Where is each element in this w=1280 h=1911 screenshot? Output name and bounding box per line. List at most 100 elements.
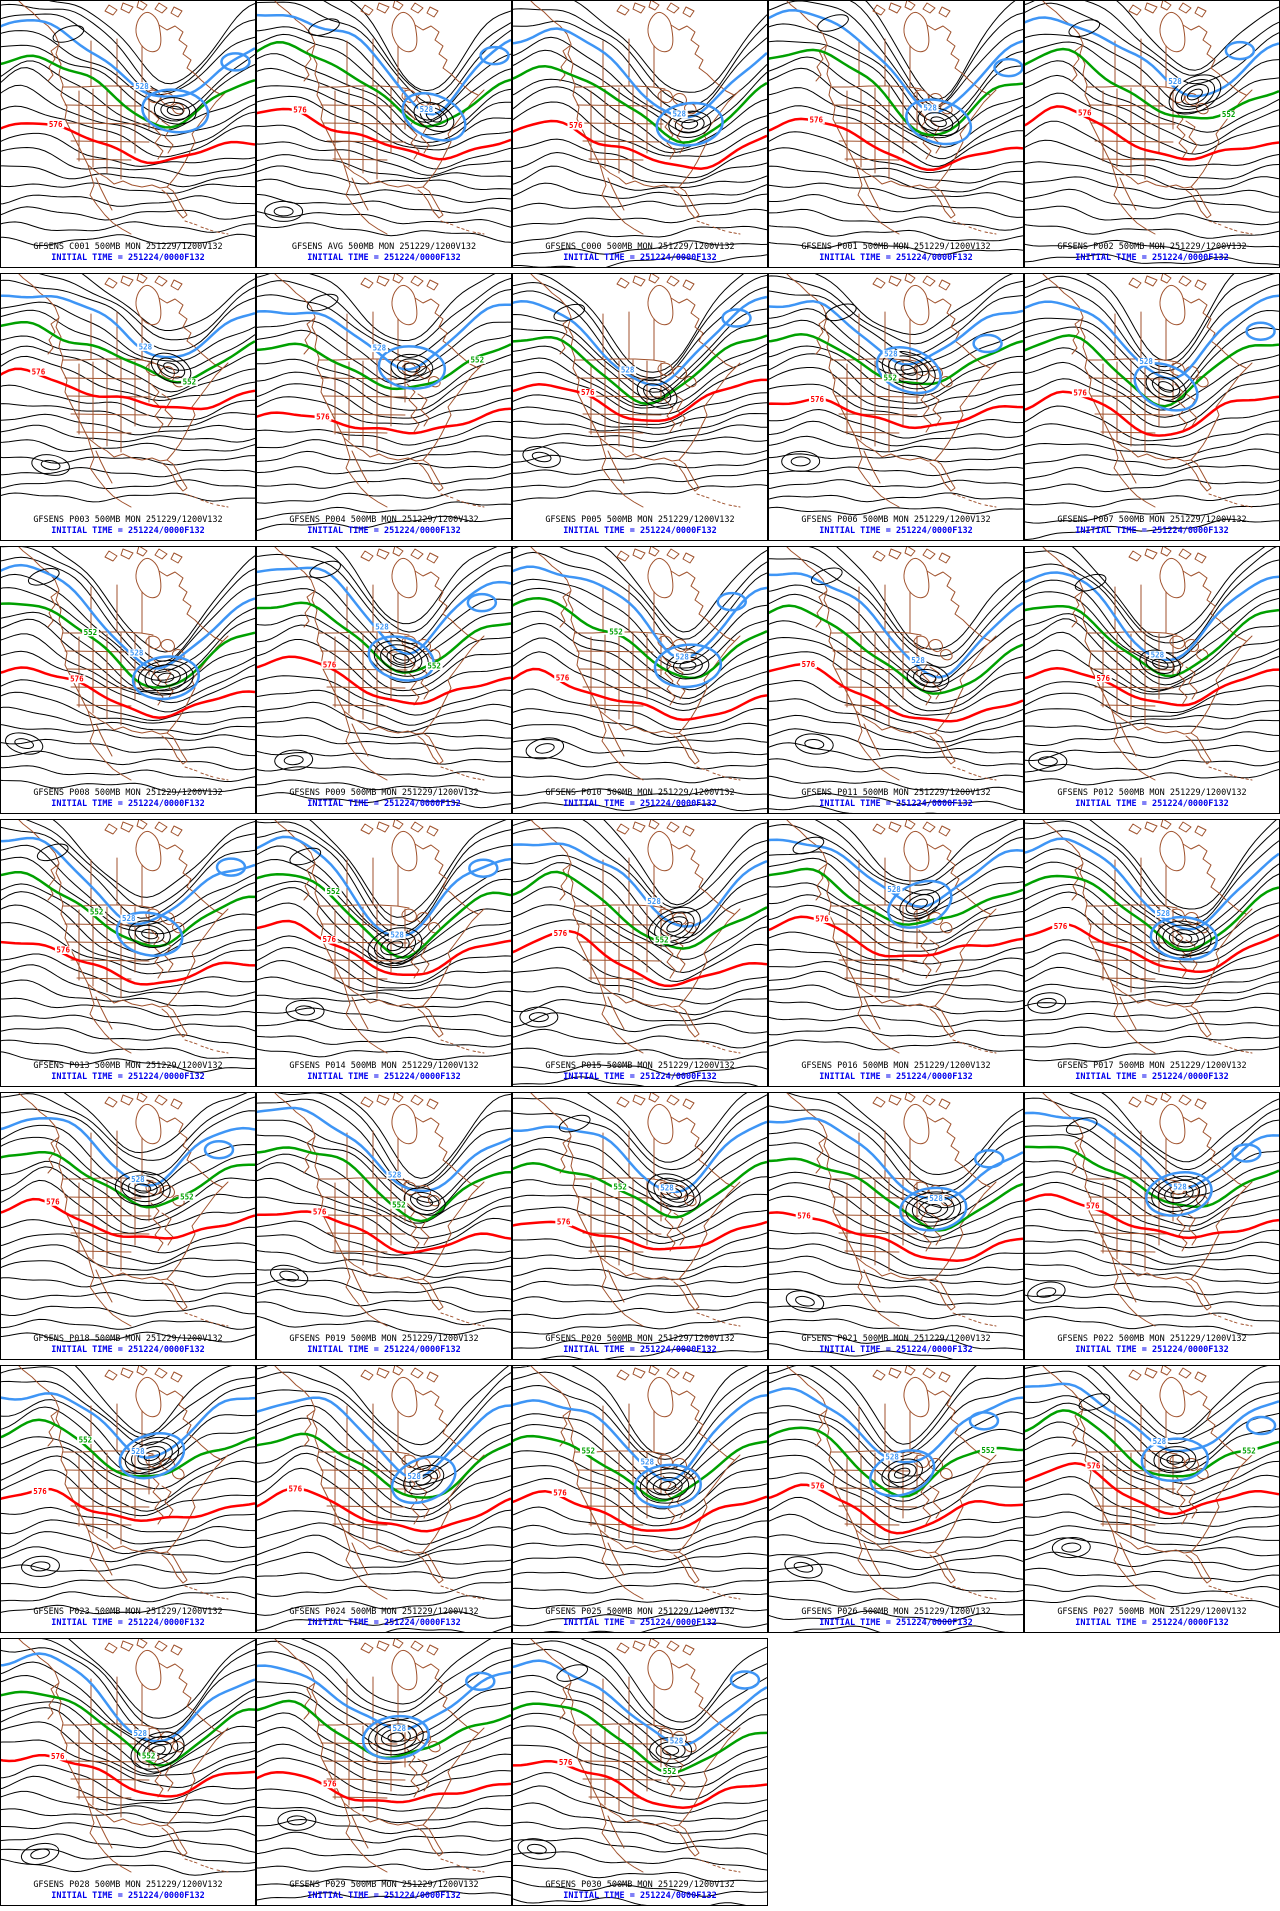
contour-label-552: 552 [471,355,485,364]
contour-map: 576 528 [769,1093,1023,1359]
panel-title: GFSENS C000 500MB MON 251229/1200V132 [545,242,735,252]
contour-map: 576 528 [513,1,767,267]
forecast-panel-frame: 576 528 552 GFSENS P018 500MB MON 251229/12… [0,1092,256,1360]
panel-title: GFSENS P025 500MB MON 251229/1200V132 [545,1607,735,1617]
geography-outline [270,1093,485,1327]
forecast-panel-frame: 576 528 552 GFSENS P014 500MB MON 251229/12… [256,819,512,1087]
contour-label-576: 576 [46,1197,60,1206]
panel-initial-time: INITIAL TIME = 251224/0000F132 [1075,1345,1229,1355]
contour-label-576: 576 [51,1752,65,1761]
panel-initial-time: INITIAL TIME = 251224/0000F132 [563,253,717,263]
contour-label-528: 528 [911,656,925,665]
contour-label-552: 552 [392,1200,406,1209]
contour-label-576: 576 [323,1780,337,1789]
contour-label-552: 552 [609,628,623,637]
contour-label-576: 576 [32,367,46,376]
forecast-panel-frame: 576 528 GFSENS P011 500MB MON 251229/1200V… [768,546,1024,814]
contour-map: 576 528 552 [769,1366,1023,1632]
forecast-panel-frame: 576 528 552 GFSENS P025 500MB MON 251229/12… [512,1365,768,1633]
contour-label-528: 528 [135,82,149,91]
contour-label-528: 528 [131,1447,145,1456]
contour-label-528: 528 [923,104,937,113]
forecast-panel-p021: 576 528 GFSENS P021 500MB MON 251229/1200V… [768,1092,1024,1365]
forecast-panel-p001: 576 528 GFSENS P001 500MB MON 251229/1200V… [768,0,1024,273]
contour-label-576: 576 [557,1218,571,1227]
contour-label-528: 528 [670,1737,684,1746]
panel-title: GFSENS P015 500MB MON 251229/1200V132 [545,1061,735,1071]
contour-label-552: 552 [581,1447,595,1456]
forecast-panel-p012: 576 528 GFSENS P012 500MB MON 251229/1200V… [1024,546,1280,819]
contour-map: 576 528 [257,1639,511,1901]
panel-title: GFSENS P003 500MB MON 251229/1200V132 [33,515,223,525]
contour-label-528: 528 [647,897,661,906]
contour-label-528: 528 [1153,1437,1167,1446]
contour-label-576: 576 [313,1208,327,1217]
panel-initial-time: INITIAL TIME = 251224/0000F132 [563,1345,717,1355]
contour-label-528: 528 [388,1170,402,1179]
forecast-panel-frame: 576 528 552 GFSENS P019 500MB MON 251229/12… [256,1092,512,1360]
panel-initial-time: INITIAL TIME = 251224/0000F132 [307,799,461,809]
contour-map: 576 528 552 [513,1639,767,1905]
contour-label-576: 576 [70,675,84,684]
forecast-panel-frame: 576 528 GFSENS C000 500MB MON 251229/1200V… [512,0,768,268]
contour-map: 576 528 [1025,274,1279,540]
forecast-panel-frame: 576 528 GFSENS P005 500MB MON 251229/1200V… [512,273,768,541]
contour-label-552: 552 [142,1752,156,1761]
contour-label-528: 528 [134,1729,148,1738]
panel-title: GFSENS P022 500MB MON 251229/1200V132 [1057,1334,1247,1344]
contour-label-528: 528 [640,1458,654,1467]
contour-map: 576 528 552 [1025,1366,1279,1608]
panel-initial-time: INITIAL TIME = 251224/0000F132 [307,526,461,536]
panel-title: GFSENS P026 500MB MON 251229/1200V132 [801,1607,991,1617]
panel-initial-time: INITIAL TIME = 251224/0000F132 [563,1072,717,1082]
forecast-panel-frame: 576 528 552 GFSENS P010 500MB MON 251229/12… [512,546,768,814]
contour-map: 576 528 [257,1366,511,1632]
forecast-panel-frame: 576 528 552 GFSENS P004 500MB MON 251229/12… [256,273,512,541]
forecast-panel-p017: 576 528 GFSENS P017 500MB MON 251229/1200V… [1024,819,1280,1092]
forecast-panel-p029: 576 528 GFSENS P029 500MB MON 251229/1200V… [256,1638,512,1911]
contour-map: 576 528 552 [1,274,255,508]
forecast-panel-p002: 576 528 552 GFSENS P002 500MB MON 251229/12… [1024,0,1280,273]
panel-initial-time: INITIAL TIME = 251224/0000F132 [1075,1072,1229,1082]
contour-label-528: 528 [887,885,901,894]
forecast-panel-frame: 576 528 552 GFSENS P027 500MB MON 251229/12… [1024,1365,1280,1633]
contour-map: 576 528 552 [1,1093,255,1343]
panel-title: GFSENS P002 500MB MON 251229/1200V132 [1057,242,1247,252]
panel-initial-time: INITIAL TIME = 251224/0000F132 [819,1072,973,1082]
panel-title: GFSENS P004 500MB MON 251229/1200V132 [289,515,479,525]
contour-label-528: 528 [885,1452,899,1461]
forecast-panel-p028: 576 528 552 GFSENS P028 500MB MON 251229/12… [0,1638,256,1911]
panel-title: GFSENS P008 500MB MON 251229/1200V132 [33,788,223,798]
forecast-panel-avg: 576 528 GFSENS AVG 500MB MON 251229/1200V1… [256,0,512,273]
forecast-panel-frame: 576 528 552 GFSENS P006 500MB MON 251229/12… [768,273,1024,541]
panel-initial-time: INITIAL TIME = 251224/0000F132 [51,526,205,536]
contour-map: 576 528 [1025,820,1279,1062]
panel-title: GFSENS P018 500MB MON 251229/1200V132 [33,1334,223,1344]
panel-title: GFSENS P020 500MB MON 251229/1200V132 [545,1334,735,1344]
panel-title: GFSENS P023 500MB MON 251229/1200V132 [33,1607,223,1617]
panel-initial-time: INITIAL TIME = 251224/0000F132 [51,799,205,809]
panel-initial-time: INITIAL TIME = 251224/0000F132 [819,253,973,263]
contour-label-528: 528 [1168,77,1182,86]
forecast-panel-frame: 576 528 GFSENS P012 500MB MON 251229/1200V… [1024,546,1280,814]
forecast-panel-frame: 576 528 GFSENS P022 500MB MON 251229/1200V… [1024,1092,1280,1360]
contour-label-552: 552 [183,378,197,387]
contour-label-552: 552 [1242,1447,1256,1456]
forecast-panel-frame: 576 528 552 GFSENS P028 500MB MON 251229/12… [0,1638,256,1906]
forecast-panel-p019: 576 528 552 GFSENS P019 500MB MON 251229/12… [256,1092,512,1365]
forecast-panel-p007: 576 528 GFSENS P007 500MB MON 251229/1200V… [1024,273,1280,546]
contour-map: 576 528 552 [257,274,511,532]
geography-outline [14,1093,229,1327]
forecast-panel-frame: 576 528 552 GFSENS P002 500MB MON 251229/12… [1024,0,1280,268]
contour-label-552: 552 [180,1192,194,1201]
panel-initial-time: INITIAL TIME = 251224/0000F132 [51,1618,205,1628]
contour-label-576: 576 [1097,674,1111,683]
contour-label-552: 552 [663,1767,677,1776]
panel-title: GFSENS P007 500MB MON 251229/1200V132 [1057,515,1247,525]
contour-label-576: 576 [1078,108,1092,117]
forecast-panel-p024: 576 528 GFSENS P024 500MB MON 251229/1200V… [256,1365,512,1638]
panel-initial-time: INITIAL TIME = 251224/0000F132 [1075,526,1229,536]
forecast-panel-frame: 576 528 552 GFSENS P015 500MB MON 251229/12… [512,819,768,1087]
panel-initial-time: INITIAL TIME = 251224/0000F132 [51,1345,205,1355]
contour-label-576: 576 [556,673,570,682]
